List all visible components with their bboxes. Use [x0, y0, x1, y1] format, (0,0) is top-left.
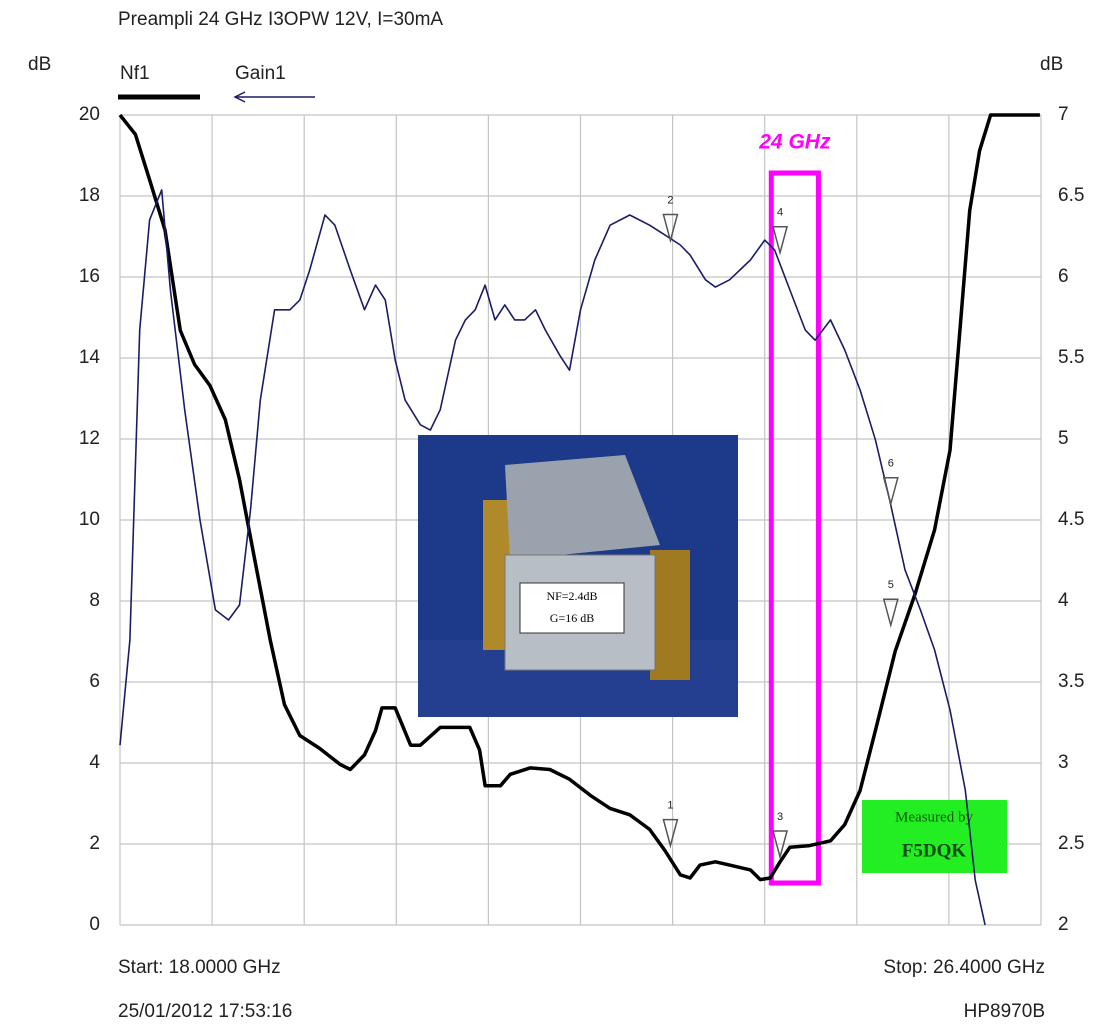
- marker-label: 6: [888, 458, 894, 470]
- start-label: Start: 18.0000 GHz: [118, 957, 281, 978]
- marker-label: 1: [667, 800, 673, 812]
- y2-tick-label: 4.5: [1058, 509, 1084, 530]
- y2-tick-label: 2.5: [1058, 833, 1084, 854]
- stamp-text: F5DQK: [902, 840, 967, 861]
- highlight-label: 24 GHz: [758, 131, 831, 154]
- y2-tick-label: 5.5: [1058, 347, 1084, 368]
- flange: [650, 550, 690, 680]
- y2-tick-label: 6.5: [1058, 185, 1084, 206]
- stamp: Measured by F5DQK: [862, 800, 1007, 873]
- legend-label: Nf1: [120, 63, 150, 84]
- y2-axis-label: dB: [1040, 54, 1063, 75]
- marker-label: 3: [777, 811, 783, 823]
- chart-title: Preampli 24 GHz I3OPW 12V, I=30mA: [118, 9, 443, 30]
- y-tick-label: 0: [89, 914, 100, 935]
- y2-tick-label: 3.5: [1058, 671, 1084, 692]
- y2-tick-label: 6: [1058, 266, 1069, 287]
- timestamp: 25/01/2012 17:53:16: [118, 1001, 292, 1022]
- y2-tick-label: 4: [1058, 590, 1069, 611]
- inset-photo: NF=2.4dB G=16 dB: [418, 435, 738, 717]
- y-axis-label: dB: [28, 54, 51, 75]
- y2-tick-label: 3: [1058, 752, 1069, 773]
- photo-label-text: NF=2.4dB: [546, 589, 597, 603]
- marker-label: 5: [888, 579, 894, 591]
- photo-label-text: G=16 dB: [550, 611, 594, 625]
- instrument: HP8970B: [964, 1001, 1045, 1022]
- y-tick-label: 4: [89, 752, 100, 773]
- y-tick-label: 6: [89, 671, 100, 692]
- y-tick-label: 12: [79, 428, 100, 449]
- marker-label: 2: [667, 194, 673, 206]
- y-tick-label: 18: [79, 185, 100, 206]
- y-tick-label: 2: [89, 833, 100, 854]
- y2-tick-label: 7: [1058, 104, 1069, 125]
- y-tick-label: 16: [79, 266, 100, 287]
- y-tick-label: 20: [79, 104, 100, 125]
- stop-label: Stop: 26.4000 GHz: [883, 957, 1045, 978]
- y2-tick-label: 2: [1058, 914, 1069, 935]
- marker-label: 4: [777, 207, 783, 219]
- y2-tick-label: 5: [1058, 428, 1069, 449]
- y-tick-label: 8: [89, 590, 100, 611]
- y-tick-label: 10: [79, 509, 100, 530]
- legend-label: Gain1: [235, 63, 286, 84]
- y-tick-label: 14: [79, 347, 101, 368]
- stamp-text: Measured by: [895, 809, 973, 825]
- chart: Preampli 24 GHz I3OPW 12V, I=30mA dB dB …: [0, 0, 1103, 1028]
